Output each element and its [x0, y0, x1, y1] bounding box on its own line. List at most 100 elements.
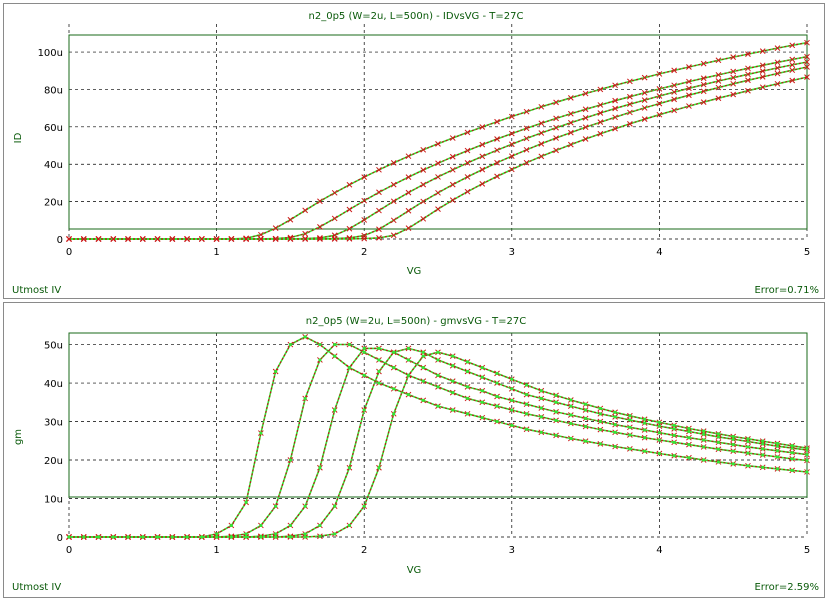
data-point — [700, 457, 707, 463]
data-point — [479, 153, 486, 160]
sim-point — [510, 408, 514, 412]
data-point — [553, 392, 559, 399]
sim-point — [333, 342, 337, 347]
sim-point — [480, 389, 484, 393]
data-point — [508, 407, 515, 413]
sim-point — [613, 430, 617, 434]
sim-point — [761, 453, 765, 457]
data-point — [582, 114, 589, 121]
data-point-mark — [612, 105, 618, 112]
data-point — [612, 125, 618, 132]
data-point — [435, 384, 441, 390]
data-point — [715, 78, 722, 84]
data-point-mark — [627, 78, 633, 85]
data-point — [553, 99, 559, 106]
simulated-curve — [69, 343, 808, 538]
data-point-mark — [730, 54, 737, 60]
sim-point — [790, 457, 794, 461]
data-point-mark — [435, 206, 441, 212]
data-point — [317, 464, 323, 471]
data-point-mark — [420, 167, 427, 173]
sim-point — [244, 500, 248, 504]
data-point — [715, 57, 722, 64]
sim-point — [451, 408, 455, 412]
measured-curve — [69, 351, 808, 538]
data-point — [700, 88, 707, 95]
sim-point — [569, 398, 573, 402]
data-point-mark — [715, 78, 722, 84]
sim-point — [775, 449, 780, 453]
sim-point — [805, 453, 809, 457]
sim-point — [628, 447, 632, 451]
data-point — [538, 103, 545, 110]
sim-point — [702, 429, 706, 433]
data-point-mark — [567, 119, 574, 126]
measured-curve — [69, 61, 808, 240]
sim-point — [598, 442, 602, 446]
data-point — [627, 93, 633, 100]
sim-point — [274, 535, 278, 539]
data-point-mark — [390, 181, 397, 188]
data-point — [390, 232, 397, 239]
data-point — [671, 452, 678, 459]
sim-point — [288, 342, 292, 347]
data-point — [361, 174, 368, 180]
data-point — [494, 159, 500, 166]
data-point — [258, 430, 264, 436]
data-point-mark — [435, 189, 441, 196]
data-point — [331, 215, 338, 222]
data-point — [435, 403, 441, 409]
data-point-mark — [390, 232, 397, 239]
data-point-mark — [302, 236, 309, 242]
y-tick-label: 40u — [44, 379, 63, 390]
data-point — [789, 456, 796, 462]
data-point — [671, 96, 678, 103]
data-point — [258, 522, 264, 529]
data-point — [730, 441, 737, 448]
sim-point — [333, 532, 337, 536]
sim-point — [421, 379, 425, 383]
data-point — [449, 197, 456, 203]
sim-point — [657, 431, 662, 435]
data-point-mark — [346, 181, 353, 188]
data-point — [272, 503, 279, 510]
sim-point — [421, 354, 425, 358]
sim-point — [421, 398, 425, 402]
sim-point — [244, 532, 248, 536]
data-point — [405, 153, 412, 160]
sim-point — [347, 366, 352, 370]
sim-point — [672, 454, 676, 458]
sim-point — [362, 346, 366, 350]
data-point — [317, 223, 323, 230]
data-point — [390, 160, 397, 166]
data-point — [538, 395, 545, 402]
footer-model: Utmost IV — [12, 285, 61, 296]
data-point — [686, 434, 692, 441]
data-point — [730, 74, 737, 81]
data-point-mark — [213, 236, 220, 242]
data-point-mark — [582, 136, 589, 142]
simulated-curve — [69, 66, 808, 240]
sim-point — [288, 535, 292, 539]
sim-point — [229, 535, 233, 539]
sim-point — [598, 406, 602, 411]
data-point-mark — [641, 89, 648, 96]
data-point — [361, 372, 368, 379]
data-point — [420, 146, 427, 153]
data-point — [390, 410, 397, 417]
x-tick-label: 5 — [804, 545, 810, 556]
data-point — [508, 397, 515, 404]
data-point — [420, 378, 427, 384]
data-point — [789, 62, 796, 68]
sim-point — [716, 460, 721, 464]
data-point — [700, 444, 707, 450]
data-point-mark — [759, 74, 766, 80]
data-point — [553, 115, 559, 122]
data-point — [405, 357, 412, 363]
measured-curve — [69, 343, 808, 538]
data-point-mark — [567, 141, 574, 148]
data-point-mark — [597, 130, 604, 137]
sim-point — [805, 458, 809, 463]
data-point — [612, 105, 618, 112]
data-point — [582, 407, 589, 413]
